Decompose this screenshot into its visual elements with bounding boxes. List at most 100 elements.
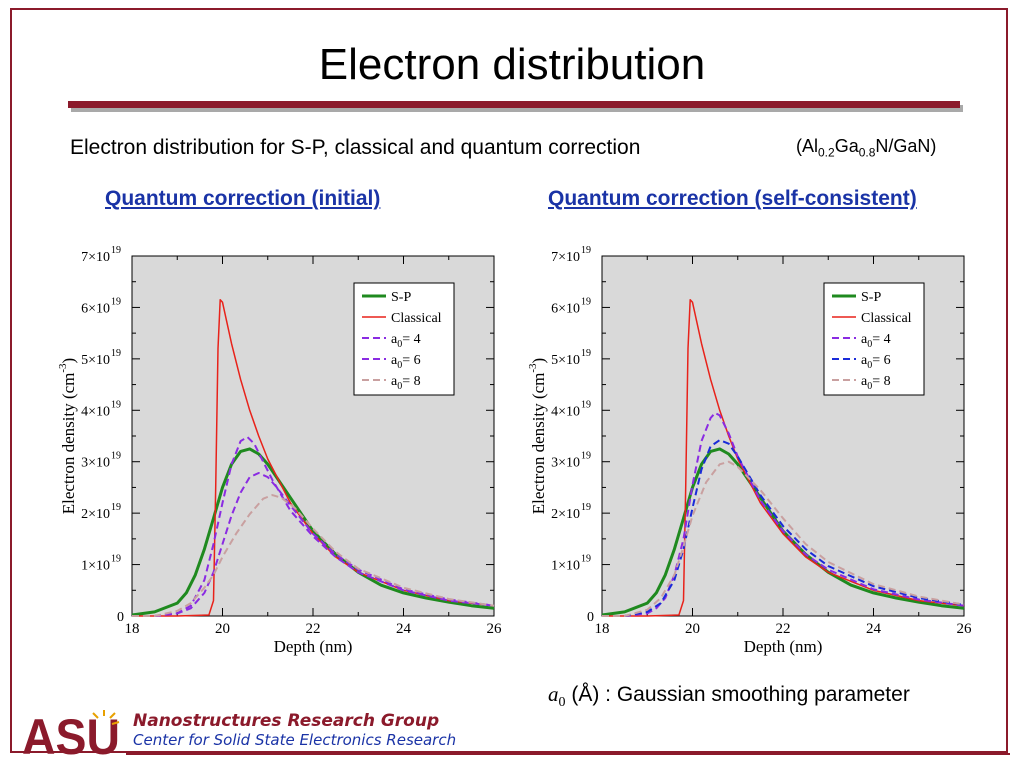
legend-label-text: a bbox=[861, 353, 868, 368]
y-tick-label: 5×10 bbox=[81, 353, 110, 368]
legend-label-value: = 8 bbox=[402, 374, 420, 389]
x-tick-label: 18 bbox=[125, 621, 140, 637]
legend-label: a0= 6 bbox=[861, 353, 891, 371]
legend-label-subscript: 0 bbox=[867, 360, 872, 371]
legend-label-text: a bbox=[391, 374, 398, 389]
x-axis-label: Depth (nm) bbox=[274, 637, 353, 656]
x-tick-label: 26 bbox=[957, 621, 973, 637]
legend-label: a0= 8 bbox=[861, 374, 891, 392]
x-tick-label: 24 bbox=[866, 621, 882, 637]
formula-part: Ga bbox=[834, 136, 859, 156]
a0-subscript: 0 bbox=[558, 695, 566, 711]
y-axis-label-exponent: -3 bbox=[57, 363, 69, 373]
formula-part: N/GaN) bbox=[875, 136, 937, 156]
legend-label-value: = 4 bbox=[872, 332, 890, 347]
legend-label: Classical bbox=[861, 311, 912, 326]
series-line-4 bbox=[602, 439, 965, 617]
chart-initial: 01×10 192×10 193×10 194×10 195×10 196×10 197×1… bbox=[57, 245, 502, 656]
formula-subscript: 0.8 bbox=[858, 145, 876, 160]
legend-label: Classical bbox=[391, 311, 442, 326]
legend-label-text: a bbox=[861, 332, 868, 347]
y-tick-exponent: 19 bbox=[581, 554, 591, 565]
y-tick-exponent: 19 bbox=[581, 245, 591, 256]
title-rule bbox=[68, 101, 960, 108]
legend-label-text: a bbox=[391, 353, 398, 368]
y-tick-label: 4×10 bbox=[81, 404, 110, 419]
y-tick-exponent: 19 bbox=[581, 399, 591, 410]
x-tick-label: 22 bbox=[776, 621, 791, 637]
y-axis-label-exponent: -3 bbox=[527, 363, 539, 373]
y-tick-label: 5×10 bbox=[551, 353, 580, 368]
y-tick-label: 7×10 bbox=[551, 250, 580, 265]
y-tick-exponent: 19 bbox=[111, 554, 121, 565]
note-text: (Å) : Gaussian smoothing parameter bbox=[565, 683, 910, 706]
legend-label-text: a bbox=[391, 332, 398, 347]
legend-label-value: = 4 bbox=[402, 332, 420, 347]
y-tick-label: 0 bbox=[587, 610, 594, 625]
legend-label-value: = 6 bbox=[402, 353, 420, 368]
y-tick-exponent: 19 bbox=[111, 245, 121, 256]
y-tick-label: 1×10 bbox=[551, 559, 580, 574]
legend-label-subscript: 0 bbox=[867, 339, 872, 350]
y-axis-label-close: ) bbox=[529, 358, 548, 364]
y-tick-exponent: 19 bbox=[581, 348, 591, 359]
series-line-2 bbox=[602, 298, 965, 617]
series-line-5 bbox=[132, 494, 495, 617]
footer-rule bbox=[126, 753, 1010, 755]
y-tick-label: 3×10 bbox=[81, 456, 110, 471]
series-line-4 bbox=[132, 472, 495, 617]
y-tick-exponent: 19 bbox=[111, 399, 121, 410]
y-tick-label: 1×10 bbox=[81, 559, 110, 574]
heading-right-chart[interactable]: Quantum correction (self-consistent) bbox=[548, 187, 917, 210]
chart-self-consistent: 01×10 192×10 193×10 194×10 195×10 196×10 197×1… bbox=[527, 245, 973, 656]
series-line-1 bbox=[131, 447, 495, 617]
x-tick-label: 20 bbox=[215, 621, 230, 637]
legend-label-subscript: 0 bbox=[397, 339, 402, 350]
y-tick-exponent: 19 bbox=[581, 296, 591, 307]
legend-box bbox=[823, 282, 925, 396]
y-tick-exponent: 19 bbox=[581, 451, 591, 462]
group-name: Nanostructures Research Group bbox=[133, 711, 440, 731]
formula-part: (Al bbox=[796, 136, 818, 156]
slide-frame bbox=[10, 8, 1008, 753]
legend-label: S-P bbox=[861, 290, 881, 305]
heading-left-chart[interactable]: Quantum correction (initial) bbox=[105, 187, 381, 210]
series-line-3 bbox=[132, 436, 495, 617]
material-formula: (Al0.2Ga0.8N/GaN) bbox=[796, 136, 936, 160]
legend-label-subscript: 0 bbox=[397, 381, 402, 392]
y-axis-label-close: ) bbox=[59, 358, 78, 364]
x-tick-label: 24 bbox=[396, 621, 412, 637]
y-tick-exponent: 19 bbox=[111, 502, 121, 513]
y-tick-exponent: 19 bbox=[581, 502, 591, 513]
y-tick-label: 2×10 bbox=[551, 507, 580, 522]
series-line-5 bbox=[602, 460, 965, 617]
formula-subscript: 0.2 bbox=[818, 145, 835, 160]
page-title: Electron distribution bbox=[318, 40, 706, 89]
legend-label: a0= 4 bbox=[861, 332, 891, 350]
x-tick-label: 20 bbox=[685, 621, 700, 637]
y-tick-exponent: 19 bbox=[111, 348, 121, 359]
center-name: Center for Solid State Electronics Resea… bbox=[133, 731, 457, 749]
legend-label: a0= 8 bbox=[391, 374, 421, 392]
x-tick-label: 22 bbox=[306, 621, 321, 637]
y-tick-exponent: 19 bbox=[111, 296, 121, 307]
y-tick-exponent: 19 bbox=[111, 451, 121, 462]
y-axis-label-text: Electron density (cm bbox=[529, 373, 548, 515]
y-tick-label: 7×10 bbox=[81, 250, 110, 265]
a0-symbol: a0 bbox=[548, 682, 566, 710]
x-tick-label: 18 bbox=[595, 621, 610, 637]
y-tick-label: 0 bbox=[117, 610, 124, 625]
y-axis-label: Electron density (cm-3) bbox=[57, 358, 78, 514]
y-tick-label: 6×10 bbox=[551, 301, 580, 316]
legend-label: a0= 4 bbox=[391, 332, 421, 350]
asu-logo: ASU bbox=[22, 710, 120, 758]
smoothing-note: a0 (Å) : Gaussian smoothing parameter bbox=[548, 682, 910, 711]
legend-label-subscript: 0 bbox=[867, 381, 872, 392]
legend-label-subscript: 0 bbox=[397, 360, 402, 371]
y-tick-label: 2×10 bbox=[81, 507, 110, 522]
y-axis-label: Electron density (cm-3) bbox=[527, 358, 548, 514]
y-axis-label-text: Electron density (cm bbox=[59, 373, 78, 515]
legend-label-text: a bbox=[861, 374, 868, 389]
y-tick-label: 3×10 bbox=[551, 456, 580, 471]
y-tick-label: 6×10 bbox=[81, 301, 110, 316]
